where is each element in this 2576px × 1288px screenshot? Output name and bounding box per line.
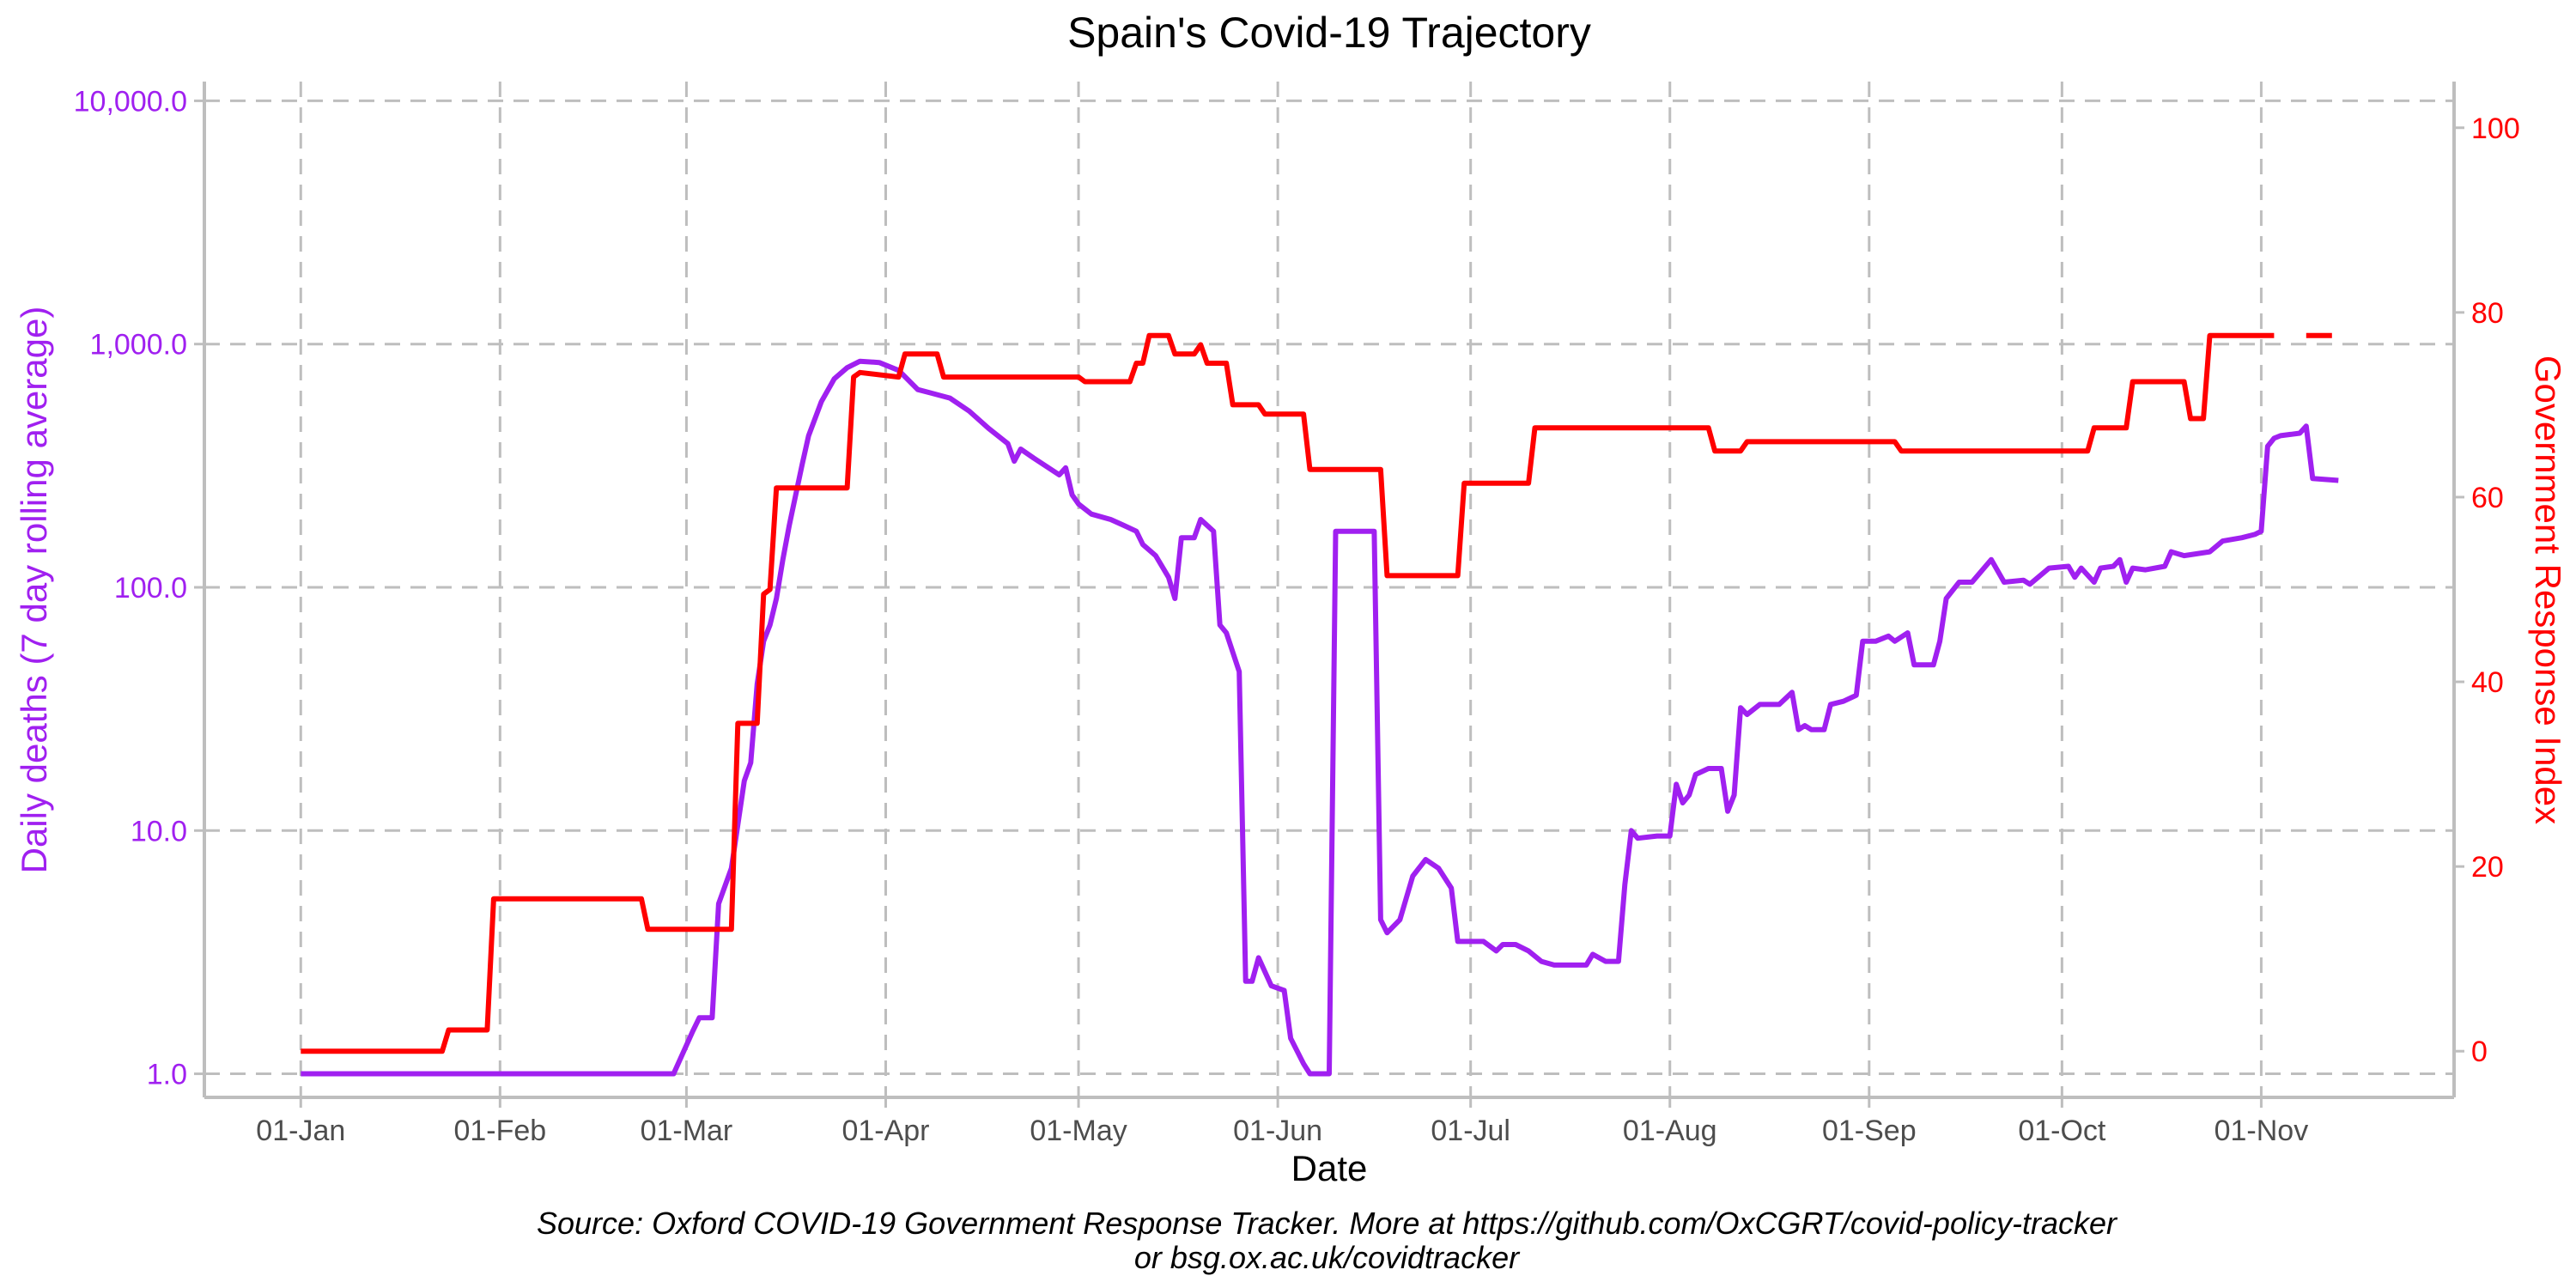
x-tick-label: 01-Aug bbox=[1623, 1115, 1717, 1147]
caption-line-1: Source: Oxford COVID-19 Government Respo… bbox=[537, 1206, 2118, 1241]
right-tick-label: 100 bbox=[2471, 112, 2520, 145]
x-tick-label: 01-Nov bbox=[2215, 1115, 2309, 1147]
left-tick-label: 10.0 bbox=[131, 815, 187, 848]
x-tick-label: 01-Sep bbox=[1822, 1115, 1917, 1147]
left-axis-label: Daily deaths (7 day rolling average) bbox=[14, 307, 54, 874]
x-tick-label: 01-Jun bbox=[1233, 1115, 1322, 1147]
x-tick-label: 01-Mar bbox=[641, 1115, 733, 1147]
right-tick-label: 0 bbox=[2471, 1036, 2488, 1068]
plot-area bbox=[301, 332, 2339, 1077]
chart-title: Spain's Covid-19 Trajectory bbox=[1067, 9, 1591, 57]
left-tick-label: 1,000.0 bbox=[90, 329, 187, 361]
caption-line-2: or bsg.ox.ac.uk/covidtracker bbox=[1134, 1240, 1521, 1275]
left-tick-label: 100.0 bbox=[114, 572, 187, 605]
x-axis-label: Date bbox=[1291, 1148, 1368, 1188]
right-axis-ticks: 0 20 40 60 80 100 bbox=[2454, 112, 2520, 1068]
left-tick-label: 1.0 bbox=[147, 1059, 187, 1091]
x-tick-label: 01-Oct bbox=[2018, 1115, 2106, 1147]
right-axis-label: Government Response Index bbox=[2528, 355, 2568, 824]
x-tick-label: 01-Apr bbox=[841, 1115, 929, 1147]
x-tick-label: 01-Jan bbox=[256, 1115, 345, 1147]
right-tick-label: 80 bbox=[2471, 297, 2504, 330]
x-tick-label: 01-Feb bbox=[453, 1115, 546, 1147]
x-tick-label: 01-Jul bbox=[1431, 1115, 1510, 1147]
right-tick-label: 40 bbox=[2471, 666, 2504, 699]
left-tick-label: 10,000.0 bbox=[74, 85, 187, 118]
left-axis-ticks: 1.0 10.0 100.0 1,000.0 10,000.0 bbox=[74, 85, 204, 1091]
right-tick-label: 20 bbox=[2471, 851, 2504, 884]
right-tick-label: 60 bbox=[2471, 482, 2504, 514]
deaths-line bbox=[301, 358, 2339, 1077]
x-tick-label: 01-May bbox=[1030, 1115, 1127, 1147]
x-axis-ticks: 01-Jan 01-Feb 01-Mar 01-Apr 01-May 01-Jun 01-J… bbox=[256, 1097, 2308, 1147]
response-index-line bbox=[301, 332, 2332, 1054]
